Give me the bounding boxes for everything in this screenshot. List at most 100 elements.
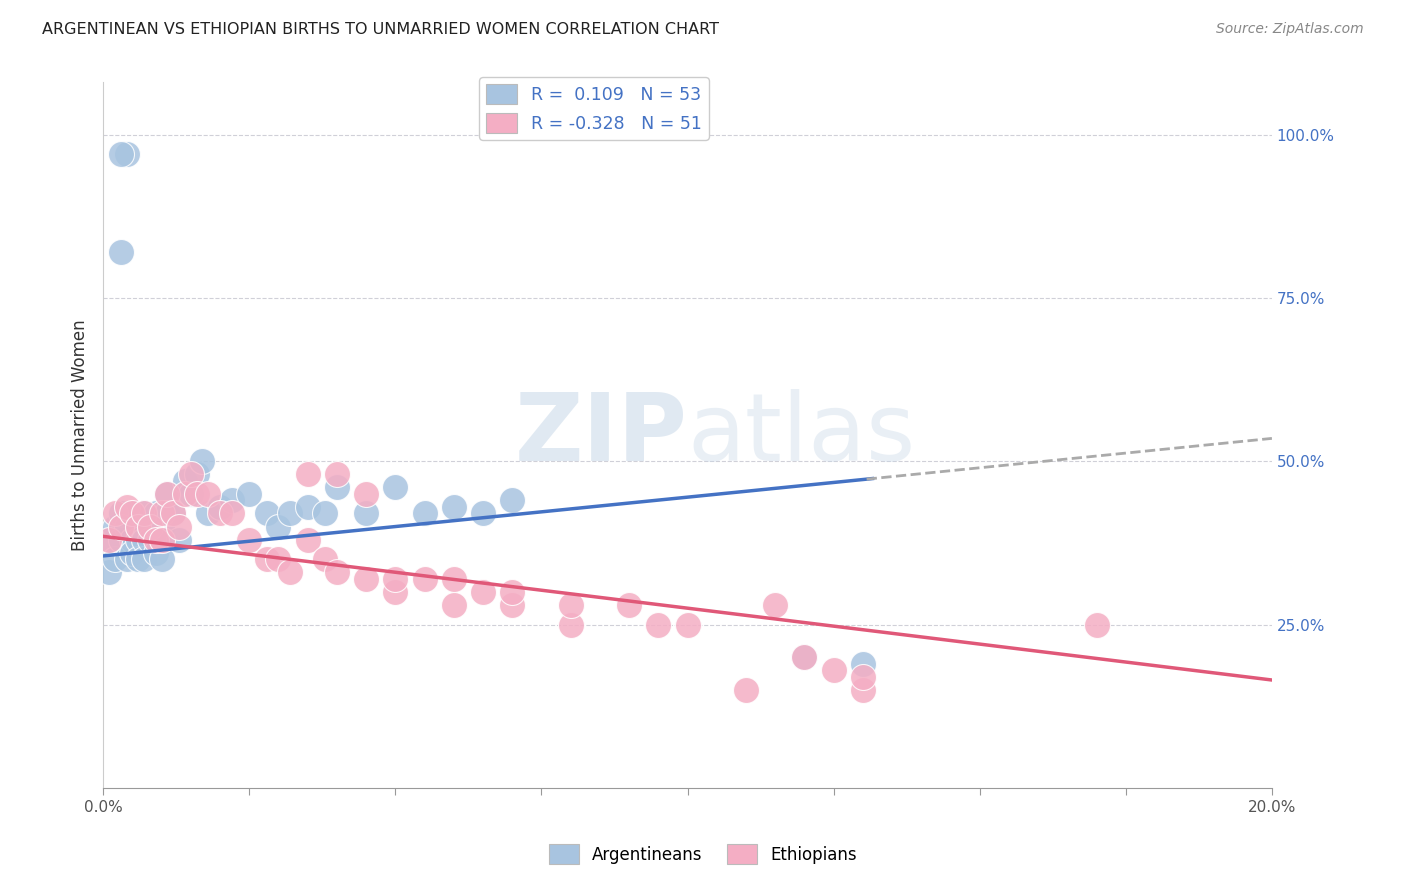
Point: [267, 519, 290, 533]
Point: [167, 533, 190, 547]
Point: [472, 585, 495, 599]
Point: [162, 507, 184, 521]
Point: [98, 533, 121, 547]
Point: [150, 519, 173, 533]
Point: [560, 617, 582, 632]
Point: [354, 487, 377, 501]
Point: [186, 467, 208, 482]
Point: [735, 682, 758, 697]
Point: [139, 533, 162, 547]
Point: [98, 566, 121, 580]
Point: [278, 566, 301, 580]
Point: [110, 245, 132, 260]
Point: [326, 467, 349, 482]
Point: [617, 598, 640, 612]
Point: [793, 650, 815, 665]
Point: [472, 507, 495, 521]
Point: [793, 650, 815, 665]
Point: [132, 533, 155, 547]
Point: [267, 552, 290, 566]
Text: Source: ZipAtlas.com: Source: ZipAtlas.com: [1216, 22, 1364, 37]
Point: [208, 507, 231, 521]
Point: [156, 487, 179, 501]
Point: [326, 480, 349, 494]
Point: [121, 546, 143, 560]
Point: [127, 519, 149, 533]
Point: [852, 670, 875, 684]
Point: [156, 487, 179, 501]
Y-axis label: Births to Unmarried Women: Births to Unmarried Women: [72, 319, 89, 551]
Point: [763, 598, 786, 612]
Point: [132, 552, 155, 566]
Point: [167, 519, 190, 533]
Point: [647, 617, 669, 632]
Point: [132, 507, 155, 521]
Point: [180, 467, 202, 482]
Point: [221, 507, 243, 521]
Point: [174, 487, 197, 501]
Text: ARGENTINEAN VS ETHIOPIAN BIRTHS TO UNMARRIED WOMEN CORRELATION CHART: ARGENTINEAN VS ETHIOPIAN BIRTHS TO UNMAR…: [42, 22, 720, 37]
Point: [384, 572, 406, 586]
Point: [501, 585, 523, 599]
Point: [115, 519, 138, 533]
Point: [238, 533, 260, 547]
Point: [208, 500, 231, 514]
Point: [314, 552, 336, 566]
Legend: R =  0.109   N = 53, R = -0.328   N = 51: R = 0.109 N = 53, R = -0.328 N = 51: [479, 77, 709, 140]
Point: [256, 552, 278, 566]
Point: [297, 500, 319, 514]
Point: [191, 454, 214, 468]
Point: [150, 552, 173, 566]
Point: [384, 585, 406, 599]
Legend: Argentineans, Ethiopians: Argentineans, Ethiopians: [541, 838, 865, 871]
Point: [278, 507, 301, 521]
Point: [150, 507, 173, 521]
Point: [501, 493, 523, 508]
Point: [560, 598, 582, 612]
Point: [186, 487, 208, 501]
Point: [110, 507, 132, 521]
Point: [174, 474, 197, 488]
Point: [104, 519, 127, 533]
Point: [413, 507, 436, 521]
Point: [115, 147, 138, 161]
Point: [121, 507, 143, 521]
Text: ZIP: ZIP: [515, 389, 688, 481]
Point: [139, 519, 162, 533]
Point: [297, 467, 319, 482]
Point: [162, 507, 184, 521]
Point: [145, 533, 167, 547]
Point: [443, 598, 465, 612]
Point: [413, 572, 436, 586]
Point: [676, 617, 699, 632]
Point: [314, 507, 336, 521]
Point: [127, 519, 149, 533]
Text: atlas: atlas: [688, 389, 915, 481]
Point: [443, 500, 465, 514]
Point: [127, 533, 149, 547]
Point: [132, 507, 155, 521]
Point: [197, 487, 219, 501]
Point: [145, 546, 167, 560]
Point: [297, 533, 319, 547]
Point: [98, 533, 121, 547]
Point: [197, 507, 219, 521]
Point: [110, 533, 132, 547]
Point: [180, 487, 202, 501]
Point: [145, 507, 167, 521]
Point: [384, 480, 406, 494]
Point: [104, 552, 127, 566]
Point: [110, 147, 132, 161]
Point: [121, 533, 143, 547]
Point: [110, 519, 132, 533]
Point: [121, 507, 143, 521]
Point: [127, 552, 149, 566]
Point: [354, 507, 377, 521]
Point: [238, 487, 260, 501]
Point: [354, 572, 377, 586]
Point: [221, 493, 243, 508]
Point: [115, 500, 138, 514]
Point: [139, 519, 162, 533]
Point: [1085, 617, 1108, 632]
Point: [852, 657, 875, 671]
